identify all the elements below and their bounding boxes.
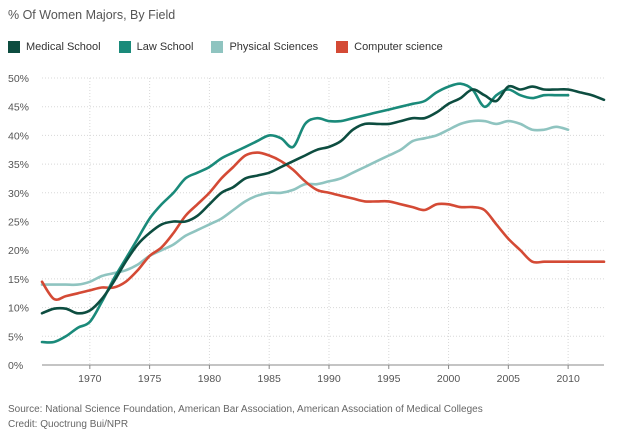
legend-label: Physical Sciences (229, 41, 319, 53)
x-tick-label: 1980 (198, 373, 222, 385)
legend-label: Law School (136, 41, 194, 53)
legend: Medical School Law School Physical Science… (8, 41, 461, 53)
y-tick-label: 50% (8, 73, 29, 85)
legend-item-physical-sciences: Physical Sciences (211, 41, 318, 53)
x-tick-label: 2000 (437, 373, 461, 385)
series-line-medical-school (40, 84, 606, 315)
y-tick-label: 15% (8, 274, 29, 286)
y-tick-label: 35% (8, 159, 29, 171)
y-tick-label: 0% (8, 360, 23, 372)
y-tick-label: 40% (8, 130, 29, 142)
series-line-computer-science (40, 151, 606, 301)
y-tick-label: 10% (8, 303, 29, 315)
legend-item-law-school: Law School (118, 41, 194, 53)
legend-label: Computer science (354, 41, 443, 53)
y-tick-label: 5% (8, 331, 23, 343)
y-tick-label: 30% (8, 188, 29, 200)
legend-label: Medical School (26, 41, 101, 53)
legend-item-computer-science: Computer science (336, 41, 443, 53)
x-tick-label: 1990 (317, 373, 341, 385)
source-note: Source: National Science Foundation, Ame… (8, 404, 483, 415)
legend-swatch (211, 41, 224, 53)
legend-swatch (8, 41, 20, 53)
x-tick-label: 1975 (138, 373, 162, 385)
y-tick-label: 20% (8, 245, 29, 257)
y-tick-label: 25% (8, 217, 29, 229)
legend-swatch (336, 41, 349, 53)
x-tick-label: 1995 (377, 373, 401, 385)
series-line-law-school (40, 82, 570, 344)
x-tick-label: 1985 (258, 373, 282, 385)
y-tick-label: 45% (8, 102, 29, 114)
x-tick-label: 2010 (556, 373, 580, 385)
legend-swatch (118, 41, 131, 53)
chart-subtitle: % Of Women Majors, By Field (8, 8, 176, 22)
series-line-physical-sciences (40, 119, 570, 287)
x-tick-label: 1970 (78, 373, 102, 385)
x-tick-label: 2005 (497, 373, 521, 385)
credit-note: Credit: Quoctrung Bui/NPR (8, 419, 129, 430)
legend-item-medical-school: Medical School (8, 41, 101, 53)
